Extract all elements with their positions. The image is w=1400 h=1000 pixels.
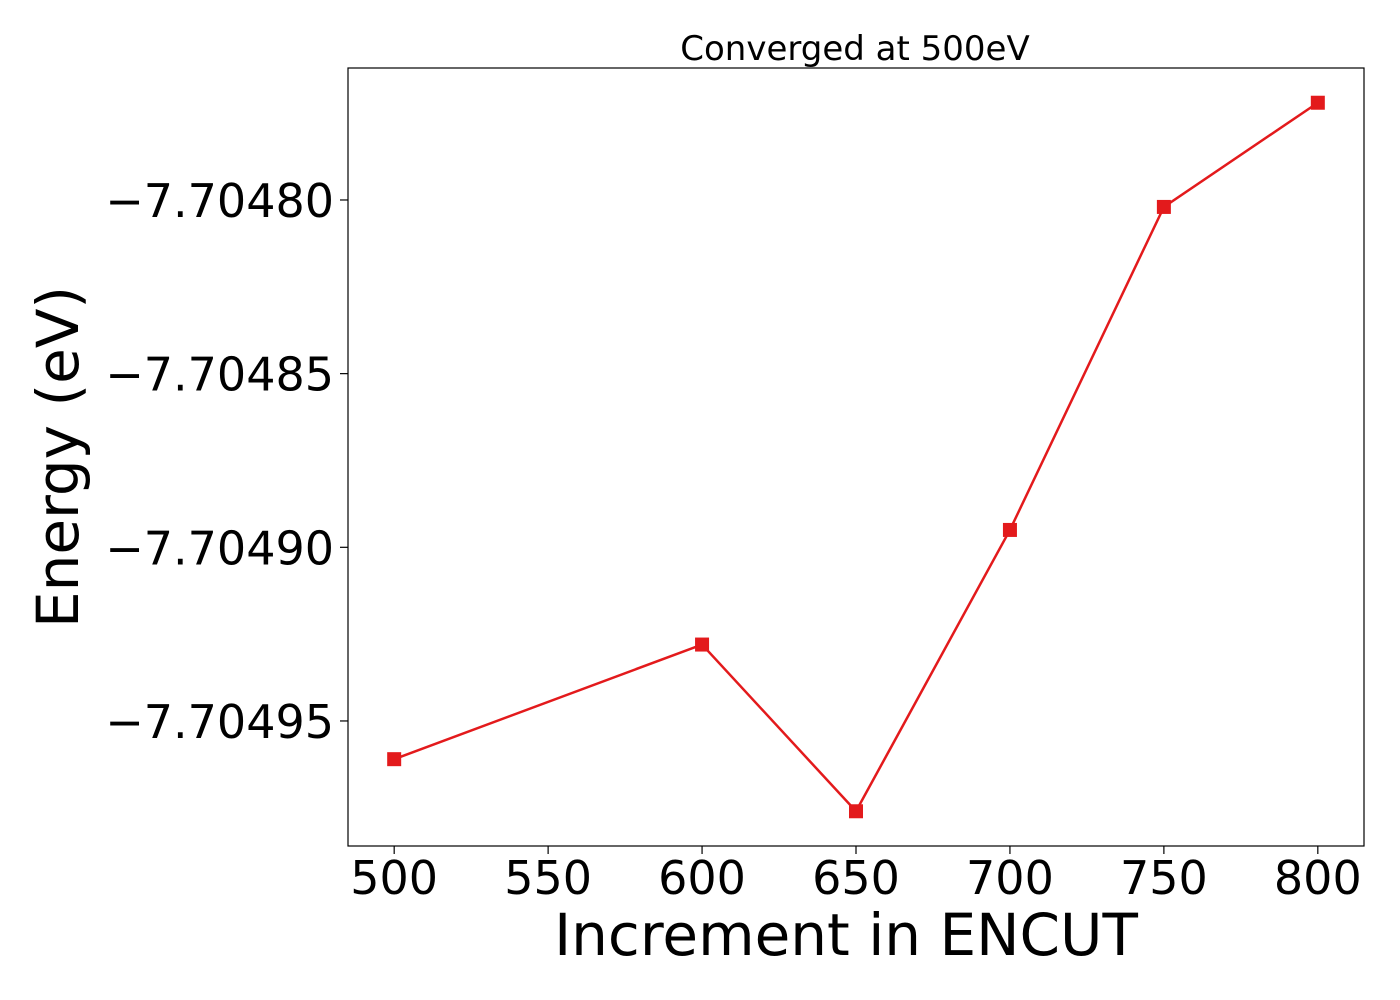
x-tick-label: 750: [1120, 851, 1208, 905]
y-tick-label: −7.70495: [105, 695, 334, 749]
x-axis-label: Increment in ENCUT: [554, 901, 1138, 969]
data-point-marker: [387, 752, 402, 767]
data-point-marker: [1310, 95, 1325, 110]
data-point-marker: [1002, 522, 1017, 537]
data-point-marker: [849, 804, 863, 819]
y-tick-label: −7.70480: [105, 174, 334, 228]
x-tick-label: 650: [812, 851, 900, 905]
series-line: [393, 101, 1319, 814]
x-axis-ticks: 500 550 600 650 700 750 800: [350, 846, 1362, 905]
x-tick-label: 550: [504, 851, 592, 905]
x-tick-label: 600: [658, 851, 746, 905]
y-tick-label: −7.70490: [105, 521, 334, 575]
x-tick-label: 800: [1274, 851, 1362, 905]
x-tick-label: 700: [966, 851, 1054, 905]
chart-title: Converged at 500eV: [680, 29, 1029, 69]
y-axis-ticks: −7.70480 −7.70485 −7.70490 −7.70495: [105, 174, 348, 749]
y-axis-label: Energy (eV): [24, 286, 92, 628]
data-point-marker: [695, 637, 710, 652]
y-tick-label: −7.70485: [105, 348, 334, 402]
data-point-marker: [1156, 199, 1171, 214]
x-tick-label: 500: [350, 851, 438, 905]
series-group: [387, 95, 1325, 819]
